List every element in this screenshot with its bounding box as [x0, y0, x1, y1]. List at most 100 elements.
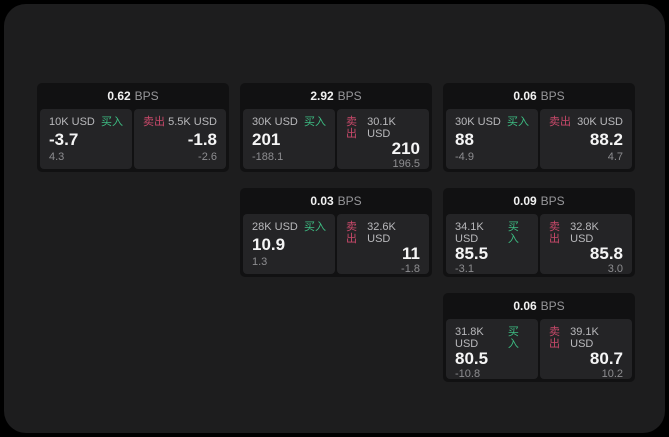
- card-body: 34.1K USD 买入 85.5 -3.1 卖出 32.8K USD 85.8…: [443, 214, 635, 277]
- buy-amount: 30K USD: [252, 116, 298, 128]
- sell-panel[interactable]: 卖出 5.5K USD -1.8 -2.6: [134, 109, 226, 169]
- quote-card: 2.92 BPS 30K USD 买入 201 -188.1 卖出 30.1K …: [240, 83, 432, 172]
- buy-side-label: 买入: [507, 326, 519, 350]
- buy-panel[interactable]: 28K USD 买入 10.9 1.3: [243, 214, 335, 274]
- sell-side-label: 卖出: [549, 326, 560, 350]
- quote-card: 0.09 BPS 34.1K USD 买入 85.5 -3.1 卖出 32.8K…: [443, 188, 635, 277]
- buy-panel-header: 30K USD 买入: [455, 116, 529, 128]
- sell-panel-header: 卖出 30.1K USD: [346, 116, 420, 140]
- sell-price: 85.8: [589, 244, 623, 263]
- sell-price: 210: [391, 139, 420, 158]
- card-body: 10K USD 买入 -3.7 4.3 卖出 5.5K USD -1.8 -2.…: [37, 109, 229, 172]
- sell-delta: 4.7: [607, 151, 623, 163]
- bps-unit-label: BPS: [540, 194, 565, 208]
- card-header: 0.03 BPS: [240, 188, 432, 214]
- sell-panel[interactable]: 卖出 32.6K USD 11 -1.8: [337, 214, 429, 275]
- buy-amount: 34.1K USD: [455, 221, 484, 245]
- buy-panel-header: 10K USD 买入: [49, 116, 123, 128]
- card-body: 30K USD 买入 201 -188.1 卖出 30.1K USD 210 1…: [240, 109, 432, 172]
- buy-delta: -10.8: [455, 368, 481, 380]
- sell-panel[interactable]: 卖出 32.8K USD 85.8 3.0: [540, 214, 632, 275]
- buy-amount: 10K USD: [49, 116, 95, 128]
- quote-card: 0.62 BPS 10K USD 买入 -3.7 4.3 卖出 5.5K USD: [37, 83, 229, 172]
- sell-amount: 32.6K USD: [367, 221, 396, 245]
- sell-panel-header: 卖出 30K USD: [549, 116, 623, 128]
- buy-panel-header: 30K USD 买入: [252, 116, 326, 128]
- sell-panel[interactable]: 卖出 30.1K USD 210 196.5: [337, 109, 429, 170]
- sell-panel-header: 卖出 39.1K USD: [549, 326, 623, 350]
- sell-side-label: 卖出: [346, 116, 357, 140]
- sell-amount: 32.8K USD: [570, 221, 599, 245]
- bps-unit-label: BPS: [134, 89, 159, 103]
- bps-unit-label: BPS: [337, 194, 362, 208]
- buy-panel-header: 34.1K USD 买入: [455, 221, 529, 245]
- buy-panel[interactable]: 31.8K USD 买入 80.5 -10.8: [446, 319, 538, 380]
- bps-value: 0.03: [310, 194, 334, 208]
- sell-amount: 30K USD: [577, 116, 623, 128]
- buy-side-label: 买入: [101, 116, 123, 128]
- quote-card: 0.06 BPS 30K USD 买入 88 -4.9 卖出 30K USD: [443, 83, 635, 172]
- sell-amount: 30.1K USD: [367, 116, 396, 140]
- sell-panel[interactable]: 卖出 39.1K USD 80.7 10.2: [540, 319, 632, 380]
- buy-amount: 31.8K USD: [455, 326, 484, 350]
- bps-value: 2.92: [310, 89, 334, 103]
- buy-amount: 30K USD: [455, 116, 501, 128]
- sell-delta: -2.6: [198, 151, 217, 163]
- buy-price: 85.5: [455, 244, 489, 263]
- sell-panel[interactable]: 卖出 30K USD 88.2 4.7: [540, 109, 632, 169]
- card-body: 30K USD 买入 88 -4.9 卖出 30K USD 88.2 4.7: [443, 109, 635, 172]
- buy-delta: -188.1: [252, 151, 284, 163]
- buy-side-label: 买入: [507, 221, 519, 245]
- buy-delta: 1.3: [252, 256, 268, 268]
- sell-panel-header: 卖出 32.8K USD: [549, 221, 623, 245]
- buy-price: 80.5: [455, 349, 489, 368]
- buy-amount: 28K USD: [252, 221, 298, 233]
- buy-delta: 4.3: [49, 151, 65, 163]
- buy-panel[interactable]: 30K USD 买入 88 -4.9: [446, 109, 538, 169]
- card-header: 0.06 BPS: [443, 83, 635, 109]
- card-body: 31.8K USD 买入 80.5 -10.8 卖出 39.1K USD 80.…: [443, 319, 635, 382]
- sell-price: 11: [402, 244, 420, 263]
- sell-price: -1.8: [187, 129, 217, 149]
- sell-delta: -1.8: [401, 263, 420, 275]
- buy-panel-header: 28K USD 买入: [252, 221, 326, 233]
- sell-price: 80.7: [589, 349, 623, 368]
- buy-price: 10.9: [252, 234, 286, 254]
- buy-panel-header: 31.8K USD 买入: [455, 326, 529, 350]
- bps-value: 0.06: [513, 299, 537, 313]
- sell-delta: 10.2: [601, 368, 623, 380]
- bps-value: 0.62: [107, 89, 131, 103]
- quotes-panel: 0.62 BPS 10K USD 买入 -3.7 4.3 卖出 5.5K USD: [4, 4, 665, 433]
- bps-unit-label: BPS: [540, 299, 565, 313]
- card-body: 28K USD 买入 10.9 1.3 卖出 32.6K USD 11 -1.8: [240, 214, 432, 277]
- buy-price: 201: [252, 129, 281, 149]
- buy-panel[interactable]: 10K USD 买入 -3.7 4.3: [40, 109, 132, 169]
- bps-unit-label: BPS: [337, 89, 362, 103]
- buy-delta: -3.1: [455, 263, 474, 275]
- card-header: 2.92 BPS: [240, 83, 432, 109]
- sell-side-label: 卖出: [549, 221, 560, 245]
- buy-side-label: 买入: [304, 221, 326, 233]
- buy-delta: -4.9: [455, 151, 474, 163]
- quote-card: 0.06 BPS 31.8K USD 买入 80.5 -10.8 卖出 39.1…: [443, 293, 635, 382]
- bps-unit-label: BPS: [540, 89, 565, 103]
- sell-price: 88.2: [589, 129, 623, 149]
- buy-panel[interactable]: 34.1K USD 买入 85.5 -3.1: [446, 214, 538, 275]
- card-header: 0.09 BPS: [443, 188, 635, 214]
- sell-side-label: 卖出: [346, 221, 357, 245]
- sell-amount: 5.5K USD: [168, 116, 217, 128]
- sell-side-label: 卖出: [143, 116, 165, 128]
- buy-side-label: 买入: [507, 116, 529, 128]
- bps-value: 0.09: [513, 194, 537, 208]
- sell-side-label: 卖出: [549, 116, 571, 128]
- buy-panel[interactable]: 30K USD 买入 201 -188.1: [243, 109, 335, 169]
- card-header: 0.62 BPS: [37, 83, 229, 109]
- buy-price: -3.7: [49, 129, 79, 149]
- bps-value: 0.06: [513, 89, 537, 103]
- sell-amount: 39.1K USD: [570, 326, 599, 350]
- quote-card: 0.03 BPS 28K USD 买入 10.9 1.3 卖出 32.6K US…: [240, 188, 432, 277]
- card-header: 0.06 BPS: [443, 293, 635, 319]
- buy-price: 88: [455, 129, 474, 149]
- sell-delta: 3.0: [607, 263, 623, 275]
